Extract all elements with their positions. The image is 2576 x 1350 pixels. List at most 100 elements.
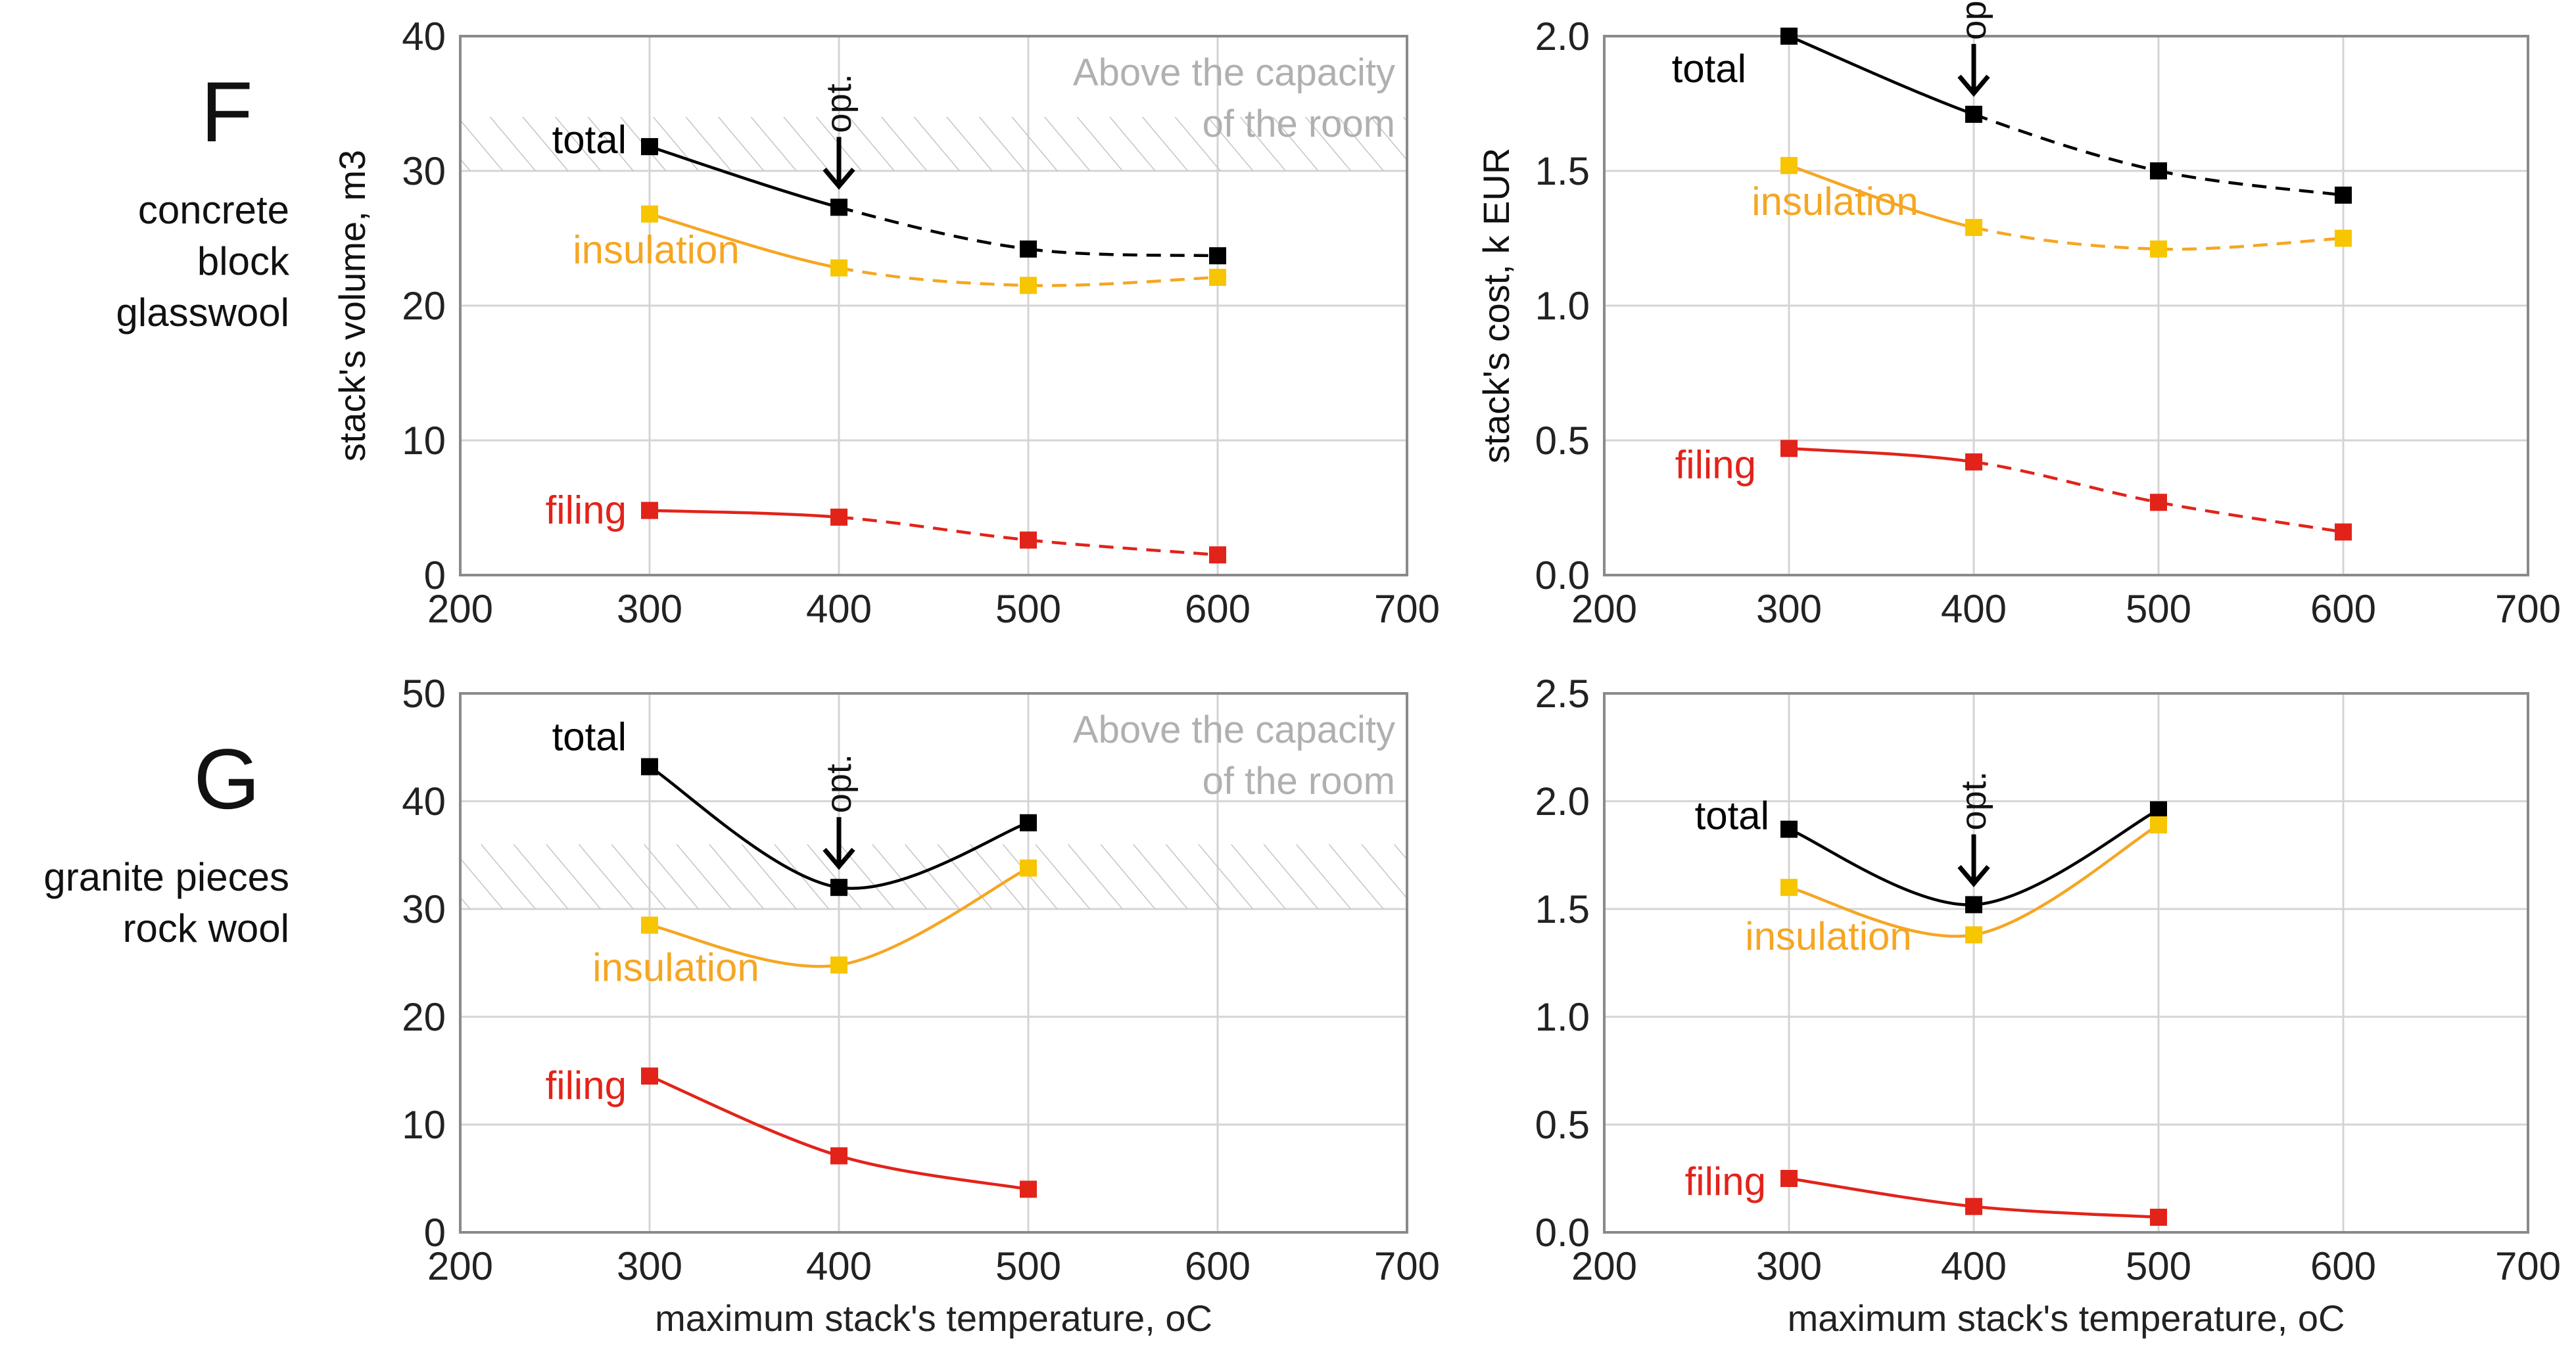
row-description-line: glasswool [116,291,289,335]
data-point-filing [641,501,658,519]
data-point-filing [2335,523,2352,541]
x-tick-label: 500 [2126,1244,2191,1288]
optimum-arrow-head [823,847,855,870]
series-line-filing [1973,1205,2159,1219]
plot-frame [459,35,1408,576]
data-point-total [1780,28,1798,45]
series-line-filing [2158,501,2344,534]
data-point-insulation [2335,229,2352,247]
data-point-insulation [1020,859,1037,877]
series-line-total [1973,808,2160,906]
y-tick-label: 2.5 [1535,672,1590,716]
series-line-insulation [649,923,840,968]
x-tick-label: 600 [1185,587,1251,631]
x-tick-label: 500 [995,587,1061,631]
x-tick-label: 700 [1374,587,1440,631]
data-point-total [2335,186,2352,204]
series-line-filing [1788,447,1974,464]
row-description-line: granite pieces [43,855,289,899]
data-point-filing [641,1067,658,1085]
x-tick-label: 200 [1571,587,1637,631]
data-point-filing [830,508,847,526]
y-tick-label: 40 [402,780,446,824]
x-tick-label: 200 [427,587,493,631]
x-tick-label: 300 [1756,1244,1822,1288]
series-line-total [838,206,1029,251]
series-label-total: total [1695,794,1769,838]
data-point-filing [1965,453,1982,471]
y-tick-label: 2.0 [1535,14,1590,58]
data-point-insulation [1780,879,1798,896]
data-point-total [1020,814,1037,831]
series-label-insulation: insulation [573,228,740,272]
x-axis-label: maximum stack's temperature, oC [1788,1297,2345,1339]
optimum-label: opt. [1954,771,1993,830]
series-label-filing: filing [546,1063,627,1107]
capacity-note-line: Above the capacity [1073,709,1395,751]
data-point-total [641,758,658,776]
data-point-filing [1780,440,1798,457]
y-axis-label: stack's cost, k EUR [1475,148,1517,464]
series-label-total: total [552,118,627,162]
above-capacity-hatch [460,844,1407,909]
plot-area [1604,693,2528,1232]
y-tick-label: 0.5 [1535,1103,1590,1147]
y-tick-label: 30 [402,149,446,193]
series-line-total [649,145,840,209]
data-point-filing [830,1147,847,1165]
y-tick-label: 20 [402,995,446,1039]
data-point-insulation [1965,219,1982,237]
series-line-filing [838,1154,1029,1191]
data-point-filing [1020,531,1037,549]
row-description-line: block [197,239,290,283]
y-tick-label: 1.5 [1535,887,1590,931]
series-line-filing [649,1075,840,1157]
x-tick-label: 600 [2310,1244,2376,1288]
series-line-filing [1973,460,2159,504]
plot-frame [459,692,1408,1234]
x-tick-label: 600 [1185,1244,1251,1288]
series-label-filing: filing [546,488,627,532]
y-tick-label: 2.0 [1535,780,1590,824]
data-point-total [1780,820,1798,838]
series-line-total [648,765,840,889]
optimum-label: opt. [1954,0,1993,40]
series-label-insulation: insulation [1752,179,1919,223]
series-line-total [838,821,1029,890]
series-line-insulation [1028,275,1218,287]
data-point-insulation [830,259,847,277]
y-tick-label: 40 [402,14,446,58]
y-tick-label: 0.0 [1535,553,1590,597]
row-letter-G: G [193,731,260,827]
data-point-insulation [1780,156,1798,174]
data-point-filing [2150,1209,2167,1226]
data-point-insulation [641,916,658,934]
data-point-filing [1020,1180,1037,1198]
series-line-insulation [1973,225,2159,251]
data-point-total [2150,801,2167,819]
series-line-filing [838,515,1029,542]
x-tick-label: 400 [1941,587,2007,631]
series-label-insulation: insulation [592,946,759,990]
optimum-arrow-head [1957,865,1990,887]
data-point-total [1020,240,1037,258]
chart-panels: Above the capacity of the room 200 300 400 50… [331,0,2561,1339]
series-line-total [1788,34,1974,116]
data-point-total [2150,162,2167,179]
data-point-insulation [2150,240,2167,258]
x-tick-label: 500 [995,1244,1061,1288]
optimum-label: opt. [819,74,859,133]
data-point-insulation [830,956,847,974]
optimum-arrow-head [823,168,855,190]
series-line-filing [649,509,840,519]
x-tick-label: 700 [2495,1244,2561,1288]
optimum-label: opt. [819,754,859,813]
x-tick-label: 300 [617,1244,682,1288]
capacity-note-line: of the room [1203,760,1395,803]
series-line-insulation [1788,886,1974,938]
optimum-arrow-head [1957,74,1990,97]
capacity-note-line: of the room [1203,103,1395,145]
